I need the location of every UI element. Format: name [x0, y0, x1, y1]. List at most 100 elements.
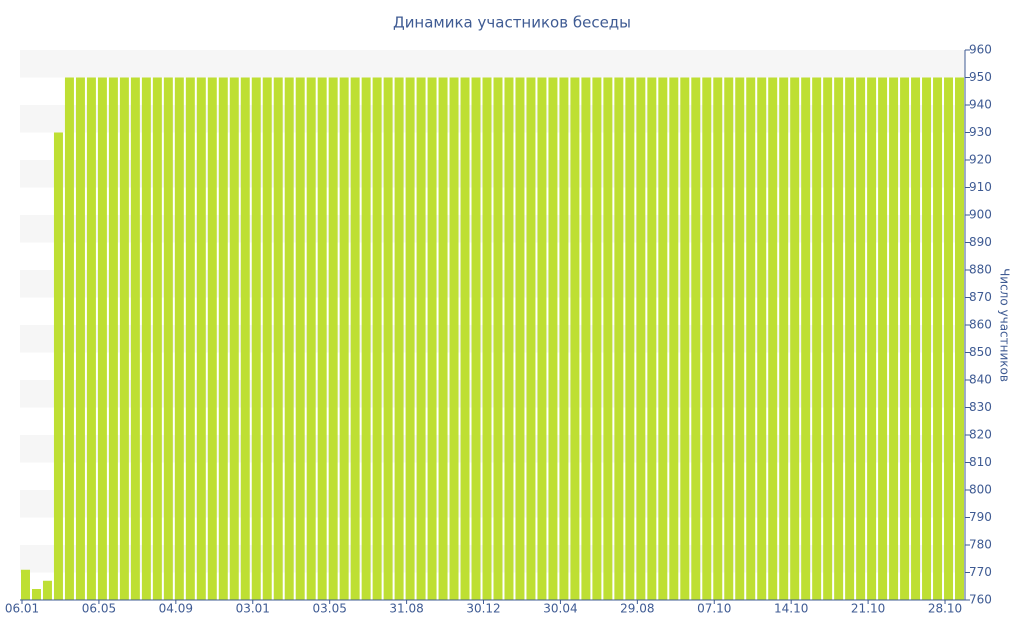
y-tick-label: 890 [969, 235, 992, 249]
bar [581, 77, 591, 600]
y-tick-label: 840 [969, 373, 992, 387]
bar [427, 77, 437, 600]
bar [537, 77, 547, 600]
bar [21, 569, 30, 600]
bar [493, 77, 503, 600]
bar [394, 77, 404, 600]
bar [702, 77, 712, 600]
x-tick-label: 07.10 [697, 602, 731, 616]
bar [196, 77, 206, 600]
chart-title: Динамика участников беседы [393, 14, 631, 32]
bar [174, 77, 184, 600]
bar [933, 77, 943, 600]
x-tick-label: 06.05 [82, 602, 116, 616]
x-tick-label: 03.01 [236, 602, 270, 616]
bar [295, 77, 305, 600]
bar [361, 77, 371, 600]
bar [944, 77, 954, 600]
y-tick-label: 940 [969, 98, 992, 112]
x-tick-label: 30.12 [466, 602, 500, 616]
x-tick-label: 29.08 [620, 602, 654, 616]
bar [823, 77, 833, 600]
bar [691, 77, 701, 600]
x-tick-label: 21.10 [851, 602, 885, 616]
bar [372, 77, 382, 600]
bar [625, 77, 635, 600]
bar [482, 77, 492, 600]
y-tick-label: 870 [969, 290, 992, 304]
y-axis-label: Число участников [998, 268, 1012, 382]
bar [416, 77, 426, 600]
bar [724, 77, 734, 600]
y-tick-label: 850 [969, 345, 992, 359]
bar [878, 77, 888, 600]
bar [526, 77, 536, 600]
bar [955, 77, 964, 600]
y-tick-label: 950 [969, 70, 992, 84]
bar [845, 77, 855, 600]
bar [185, 77, 195, 600]
grid-band [20, 50, 965, 78]
bar [207, 77, 217, 600]
bar [922, 77, 932, 600]
bar [603, 77, 613, 600]
bar [328, 77, 338, 600]
y-tick-label: 920 [969, 153, 992, 167]
y-tick-label: 930 [969, 125, 992, 139]
bar [559, 77, 569, 600]
y-tick-label: 880 [969, 263, 992, 277]
bar [152, 77, 162, 600]
y-tick-label: 860 [969, 318, 992, 332]
bar [163, 77, 173, 600]
y-tick-label: 810 [969, 455, 992, 469]
bar [471, 77, 481, 600]
bar [713, 77, 723, 600]
bar [614, 77, 624, 600]
y-tick-label: 790 [969, 510, 992, 524]
bar [339, 77, 349, 600]
bar [42, 580, 52, 600]
bar [790, 77, 800, 600]
bar [284, 77, 294, 600]
y-tick-label: 910 [969, 180, 992, 194]
x-tick-label: 31.08 [389, 602, 423, 616]
bar [438, 77, 448, 600]
bar [801, 77, 811, 600]
bar [504, 77, 514, 600]
bar [548, 77, 558, 600]
bar [768, 77, 778, 600]
bar [515, 77, 525, 600]
bar [834, 77, 844, 600]
bar [31, 589, 41, 600]
bar [306, 77, 316, 600]
x-tick-label: 28.10 [928, 602, 962, 616]
bar [911, 77, 921, 600]
bar [75, 77, 85, 600]
bar [262, 77, 272, 600]
bar [108, 77, 118, 600]
bar [97, 77, 107, 600]
bar [141, 77, 151, 600]
bar [405, 77, 415, 600]
bar [757, 77, 767, 600]
bar [119, 77, 129, 600]
bar [350, 77, 360, 600]
bar [317, 77, 327, 600]
bar [592, 77, 602, 600]
bar [889, 77, 899, 600]
y-tick-label: 760 [969, 593, 992, 607]
y-tick-label: 830 [969, 400, 992, 414]
bar [900, 77, 910, 600]
bar [779, 77, 789, 600]
bar [240, 77, 250, 600]
y-tick-label: 770 [969, 565, 992, 579]
y-tick-label: 820 [969, 428, 992, 442]
bar [86, 77, 96, 600]
y-tick-label: 800 [969, 483, 992, 497]
bar [218, 77, 228, 600]
bar [867, 77, 877, 600]
x-tick-label: 04.09 [159, 602, 193, 616]
bar [383, 77, 393, 600]
x-tick-label: 06.01 [5, 602, 39, 616]
